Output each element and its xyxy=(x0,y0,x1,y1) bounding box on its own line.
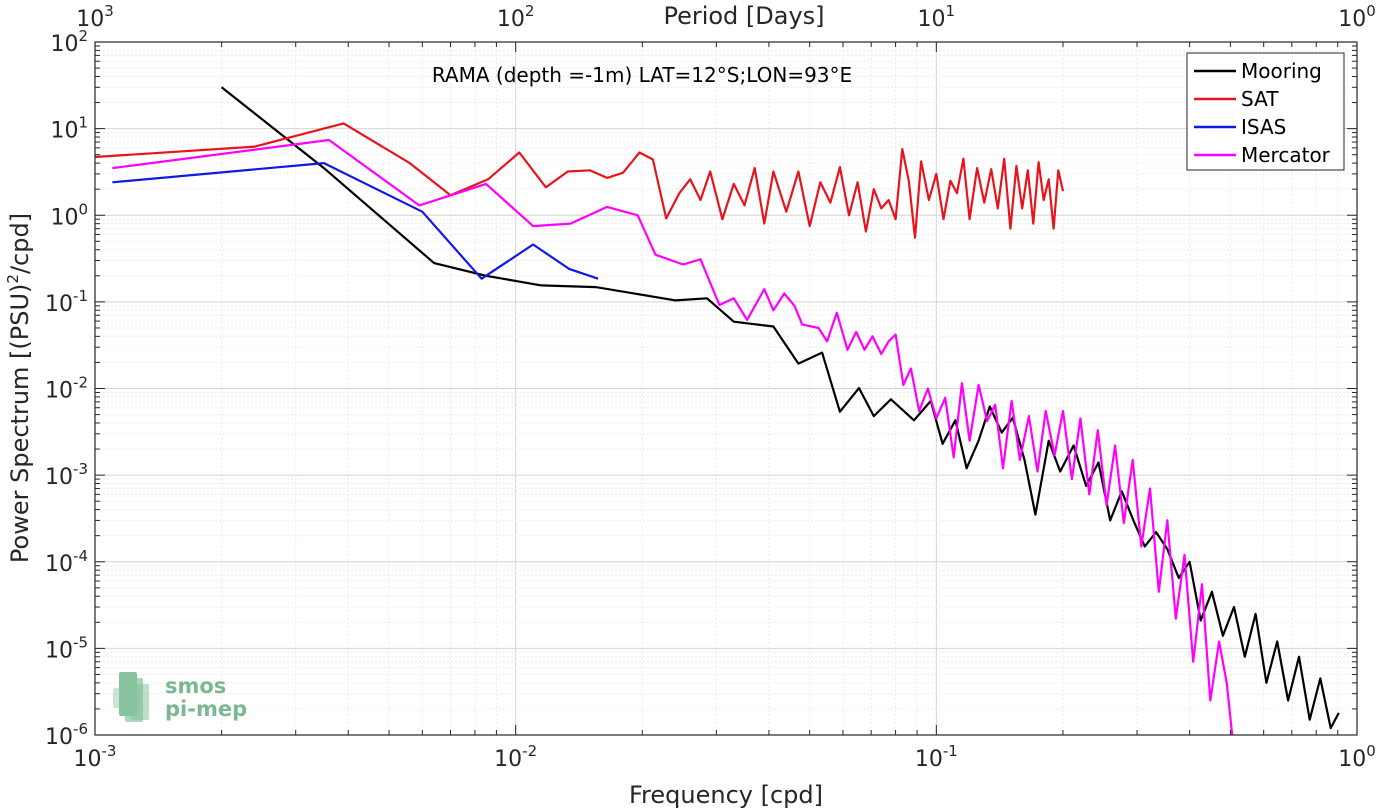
y-axis-title-main: Power Spectrum [(PSU) xyxy=(6,284,34,563)
x-tick-label: 10-3 xyxy=(74,742,117,772)
y-tick-label: 100 xyxy=(50,200,88,230)
y-tick-label: 10-4 xyxy=(45,547,88,577)
logo-text-pi-mep: pi-mep xyxy=(165,697,247,721)
top-axis-title: Period [Days] xyxy=(663,2,824,30)
legend-label-isas: ISAS xyxy=(1241,115,1286,139)
x-tick-label: 10-2 xyxy=(494,742,537,772)
series-line-mercator xyxy=(112,138,1234,736)
series-line-sat xyxy=(94,122,1065,239)
series-line-isas xyxy=(112,162,599,280)
series-layer xyxy=(94,86,1340,736)
tick-layer xyxy=(94,41,1358,736)
series-line-mooring xyxy=(220,86,1340,730)
y-tick-label: 101 xyxy=(50,114,88,144)
x-tick-label: 10-1 xyxy=(915,742,958,772)
legend-label-mooring: Mooring xyxy=(1241,59,1322,83)
y-axis-title-tail: /cpd] xyxy=(6,213,34,274)
top-tick-label: 103 xyxy=(76,2,114,32)
legend-label-mercator: Mercator xyxy=(1241,143,1331,167)
legend-label-sat: SAT xyxy=(1241,87,1279,111)
y-axis-title: Power Spectrum [(PSU)2/cpd] xyxy=(4,213,34,563)
top-tick-label: 102 xyxy=(497,2,535,32)
legend-items: Mooring SAT ISAS Mercator xyxy=(1194,59,1331,167)
x-tick-label: 100 xyxy=(1338,742,1376,772)
y-tick-label: 10-2 xyxy=(45,374,88,404)
y-tick-label: 10-3 xyxy=(45,460,88,490)
top-tick-label: 100 xyxy=(1338,2,1376,32)
top-tick-label: 101 xyxy=(918,2,956,32)
x-axis-title: Frequency [cpd] xyxy=(629,781,823,809)
logo-text-smos: smos xyxy=(165,674,226,698)
y-tick-label: 10-6 xyxy=(45,720,88,750)
y-tick-label: 10-5 xyxy=(45,633,88,663)
chart-annotation: RAMA (depth =-1m) LAT=12°S;LON=93°E xyxy=(432,63,852,87)
legend-box xyxy=(1186,52,1345,171)
y-tick-label: 10-1 xyxy=(45,287,88,317)
y-axis-title-sup: 2 xyxy=(4,274,22,284)
legend: Mooring SAT ISAS Mercator xyxy=(1186,52,1345,171)
smos-pi-mep-logo: smos pi-mep xyxy=(113,672,247,722)
y-tick-label: 102 xyxy=(50,27,88,57)
